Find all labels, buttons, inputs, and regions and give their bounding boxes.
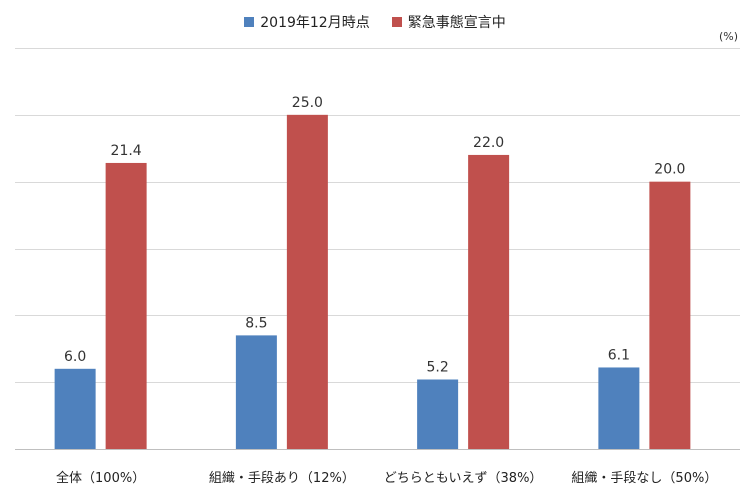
unit-label: (%) [718,30,738,43]
bar-series-2 [105,162,147,449]
legend-swatch-series-2 [391,17,402,27]
category-label: 組織・手段あり（12%） [209,471,355,486]
data-label: 5.2 [426,359,448,375]
bar-series-2 [286,114,328,449]
bar-series-1 [235,335,277,449]
chart-legend: 2019年12月時点 緊急事態宣言中 [0,12,750,32]
legend-label-series-1: 2019年12月時点 [260,15,370,31]
bar-series-1 [54,368,96,449]
data-label: 25.0 [292,95,323,111]
legend-item-series-2: 緊急事態宣言中 [391,12,506,32]
legend-label-series-2: 緊急事態宣言中 [407,15,506,31]
bar-series-1 [417,379,459,449]
category-label: 全体（100%） [56,470,145,486]
data-label: 21.4 [111,143,142,159]
data-label: 8.5 [245,315,267,331]
data-label: 6.1 [608,347,630,363]
data-label: 22.0 [473,135,504,151]
legend-swatch-series-1 [244,17,255,27]
data-label: 20.0 [654,162,685,178]
legend-item-series-1: 2019年12月時点 [244,12,370,32]
bar-series-2 [468,154,510,449]
bar-series-1 [598,367,640,449]
category-label: どちらともいえず（38%） [384,471,543,486]
data-label: 6.0 [64,349,86,365]
category-label: 組織・手段なし（50%） [571,471,717,486]
bar-series-2 [649,181,691,449]
